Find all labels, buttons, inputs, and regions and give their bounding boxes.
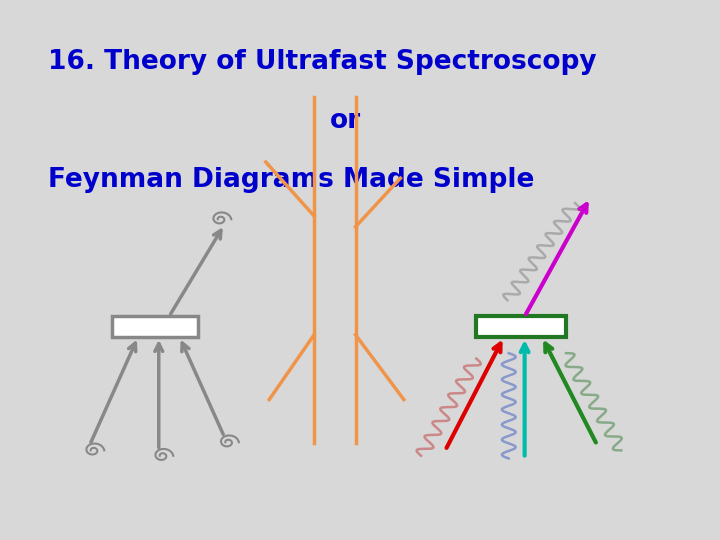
Text: 16. Theory of Ultrafast Spectroscopy: 16. Theory of Ultrafast Spectroscopy xyxy=(48,49,597,75)
Bar xyxy=(112,316,199,337)
Text: Feynman Diagrams Made Simple: Feynman Diagrams Made Simple xyxy=(48,167,535,193)
Bar xyxy=(477,316,566,337)
Text: or: or xyxy=(330,108,361,134)
